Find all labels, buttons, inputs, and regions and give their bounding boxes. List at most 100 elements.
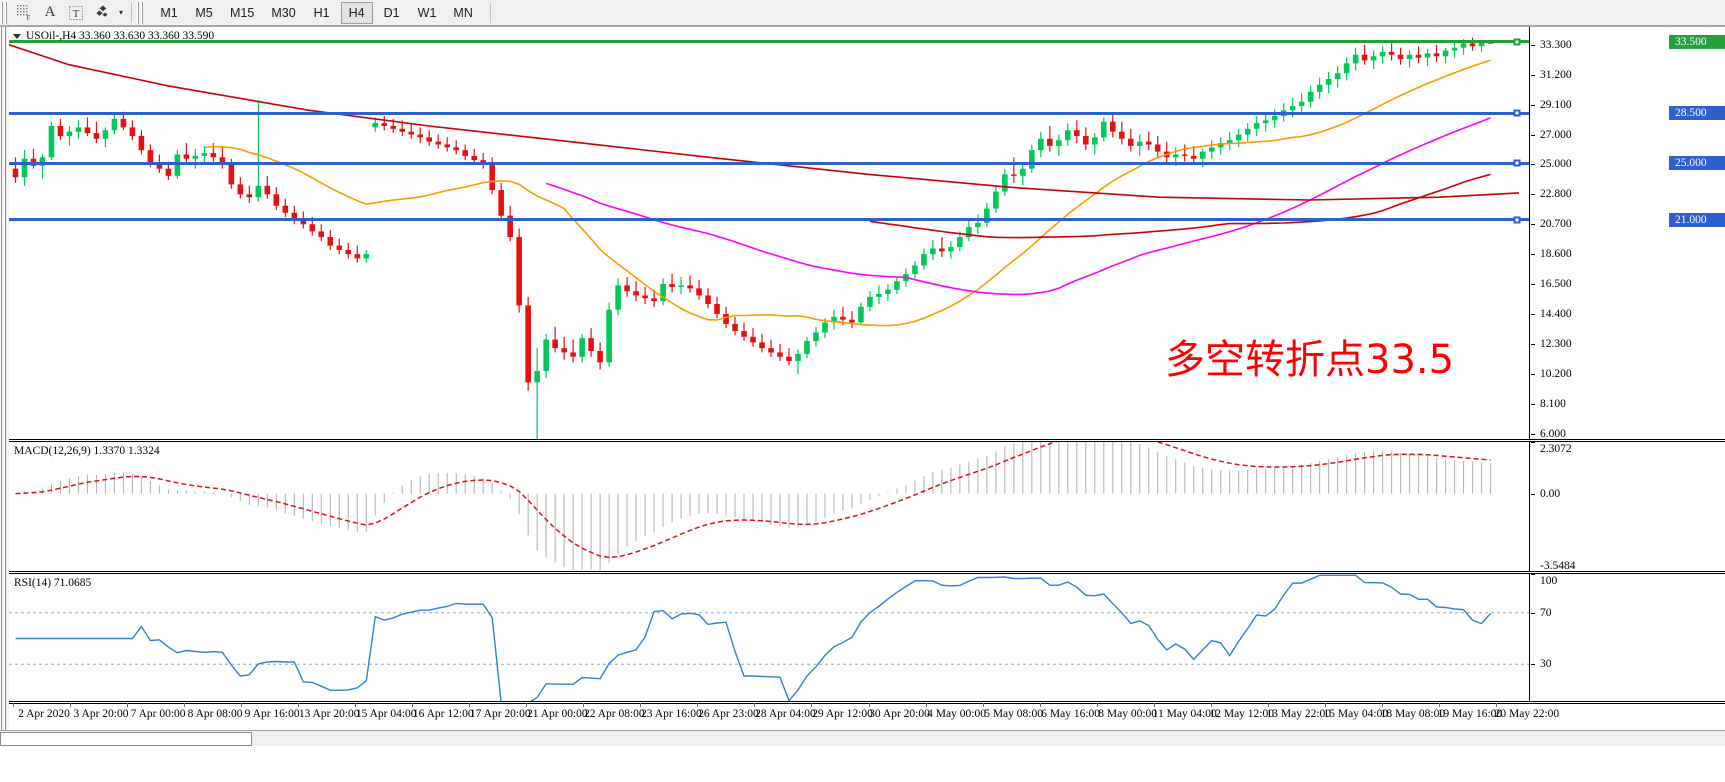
macd-panel[interactable]: MACD(12,26,9) 1.3370 1.3324 2.3072 0.00 -3… [9,441,1725,572]
time-axis-label: 19 May 16:00 [1437,708,1503,720]
status-bar [0,746,1725,782]
time-axis-tick [754,703,756,707]
time-axis-tick [1096,703,1098,707]
time-axis-label: 2 Apr 2020 [18,708,70,720]
time-axis-tick [982,703,984,707]
price-axis[interactable]: 33.300 31.200 29.100 27.000 25.000 22.800 20.7… [1529,27,1725,439]
price-axis-label: 12.300 [1540,337,1572,350]
time-axis-tick [1210,703,1212,707]
time-axis-tick [1267,703,1269,707]
timeframe-button-w1[interactable]: W1 [417,5,437,20]
time-axis-tick [1438,703,1440,707]
price-axis-tick [1531,74,1535,76]
hline-level-21000[interactable] [9,218,1529,222]
time-axis-label: 18 May 08:00 [1380,708,1446,720]
price-axis-tick [1531,44,1535,46]
price-axis-label: 33.300 [1540,38,1572,51]
price-axis-label: 14.400 [1540,307,1572,320]
price-axis-label: 10.200 [1540,367,1572,380]
toolbar-grip-1[interactable] [1,1,9,24]
hline-handle-level-25000[interactable] [1513,159,1521,167]
toolbar-separator [131,2,132,23]
price-axis-tick [1531,284,1535,286]
price-axis-label: 25.000 [1540,158,1572,171]
time-axis-label: 13 May 22:00 [1266,708,1332,720]
price-axis-label: 18.600 [1540,248,1572,261]
chevron-down-icon[interactable] [13,33,21,39]
toolbar: F A T ▾ M1 M5 M15 M30 H1 H4 D1 W1 MN [0,0,1725,26]
indicators-icon[interactable] [89,2,115,24]
timeframe-button-h4[interactable]: H4 [340,1,373,24]
symbol-ohlc-text: USOil-,H4 33.360 33.630 33.360 33.590 [26,30,215,42]
price-axis-tick [1531,373,1535,375]
price-tag-level-28500: 28.500 [1669,106,1725,121]
timeframe-button-mn[interactable]: MN [453,5,473,20]
time-axis-tick [925,703,927,707]
timeframe-button-m30[interactable]: M30 [271,5,296,20]
price-panel[interactable]: USOil-,H4 33.360 33.630 33.360 33.590 多空… [9,27,1725,440]
chart-left-grip[interactable] [0,27,9,756]
toolbar-separator-2 [489,2,491,23]
timeframe-button-m5[interactable]: M5 [195,5,213,20]
price-axis-tick [1531,104,1535,106]
crosshair-f-icon[interactable]: F [11,2,37,24]
price-axis-tick [1531,403,1535,405]
macd-axis-label: 0.00 [1540,487,1561,500]
timeframe-button-h1[interactable]: H1 [313,5,330,20]
horizontal-scrollbar[interactable] [0,730,1725,746]
timeframe-button-m1[interactable]: M1 [160,5,178,20]
time-axis-tick [412,703,414,707]
time-axis-tick [241,703,243,707]
hline-level-28500[interactable] [9,111,1529,115]
rsi-plot-area[interactable] [9,574,1529,701]
time-axis-label: 15 May 04:00 [1323,708,1389,720]
chart-annotation-text: 多空转折点33.5 [1165,337,1455,383]
time-axis-label: 3 Apr 20:00 [73,708,129,720]
time-axis-label: 15 Apr 04:00 [355,708,417,720]
hline-level-25000[interactable] [9,161,1529,165]
text-a-icon[interactable]: A [44,4,56,20]
time-axis-tick [811,703,813,707]
time-axis-tick [184,703,186,707]
time-axis-label: 5 May 08:00 [984,708,1043,720]
price-axis-label: 8.100 [1540,397,1566,410]
toolbar-grip-2[interactable] [137,1,145,24]
text-label-icon[interactable]: T [63,2,89,24]
macd-series [15,442,1492,571]
price-axis-tick [1531,134,1535,136]
time-axis-label: 29 Apr 12:00 [812,708,873,720]
time-axis-label: 11 May 04:00 [1152,708,1217,720]
time-axis-tick [1324,703,1326,707]
price-plot-area[interactable]: 多空转折点33.5 [9,27,1529,439]
svg-text:T: T [73,8,80,20]
price-axis-label: 20.700 [1540,218,1572,231]
rsi-panel[interactable]: RSI(14) 71.0685 100 70 30 [9,573,1725,702]
time-axis-label: 17 Apr 20:00 [469,708,531,720]
rsi-axis-label: 70 [1540,606,1552,619]
price-axis-label: 31.200 [1540,68,1572,81]
time-axis-label: 22 Apr 08:00 [583,708,645,720]
rsi-axis-tick [1531,664,1535,666]
time-axis-label: 13 Apr 20:00 [298,708,360,720]
price-axis-tick [1531,254,1535,256]
hline-handle-resistance-33500[interactable] [1513,38,1521,46]
hline-handle-level-21000[interactable] [1513,216,1521,224]
macd-axis-label: -3.5484 [1540,560,1576,572]
hline-handle-level-28500[interactable] [1513,109,1521,117]
timeframe-button-m15[interactable]: M15 [230,5,255,20]
price-axis-tick [1531,313,1535,315]
macd-axis-label: 2.3072 [1540,443,1572,455]
scrollbar-thumb[interactable] [0,732,252,746]
macd-axis-tick [1531,493,1535,495]
time-axis-label: 23 Apr 16:00 [641,708,702,720]
chart-frame: USOil-,H4 33.360 33.630 33.360 33.590 多空… [0,26,1725,782]
hline-resistance-33500[interactable] [9,40,1529,44]
timeframe-button-d1[interactable]: D1 [383,5,400,20]
time-axis-label: 12 May 12:00 [1209,708,1274,720]
time-axis[interactable]: 2 Apr 2020 3 Apr 20:00 7 Apr 00:00 8 Apr 08… [9,703,1725,729]
price-tag-level-21000: 21.000 [1669,212,1725,227]
time-axis-tick [1495,703,1497,707]
macd-plot-area[interactable] [9,442,1529,571]
chevron-down-icon[interactable]: ▾ [118,8,123,17]
